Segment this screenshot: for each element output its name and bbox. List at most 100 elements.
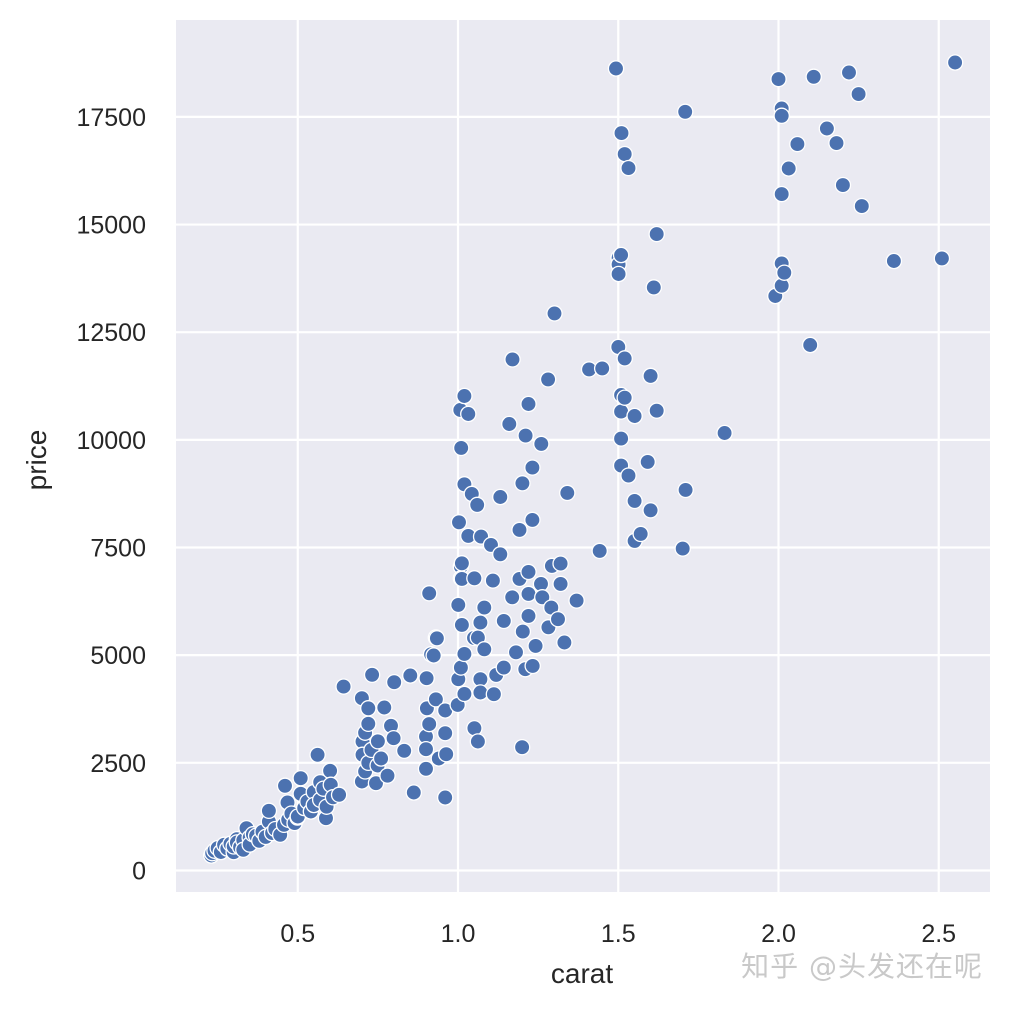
data-point xyxy=(616,389,633,406)
data-point xyxy=(292,769,309,787)
data-point xyxy=(420,585,438,602)
data-points xyxy=(203,54,964,864)
data-point xyxy=(780,160,797,177)
data-point xyxy=(369,733,387,750)
data-point xyxy=(776,264,793,281)
data-point xyxy=(385,729,402,747)
data-point xyxy=(639,453,656,471)
data-point xyxy=(514,623,532,640)
data-point xyxy=(840,64,858,81)
data-point xyxy=(632,525,649,543)
data-point xyxy=(395,742,413,760)
data-point xyxy=(495,612,513,630)
x-axis-label: carat xyxy=(551,958,613,989)
data-point xyxy=(946,54,964,71)
x-tick-label: 1.0 xyxy=(441,920,476,948)
data-point xyxy=(801,336,819,354)
data-point xyxy=(642,502,659,519)
y-tick-label: 2500 xyxy=(90,750,146,778)
y-tick-label: 0 xyxy=(132,857,146,885)
data-point xyxy=(533,435,550,453)
data-point xyxy=(260,802,278,820)
data-point xyxy=(612,430,630,447)
data-point xyxy=(674,540,691,557)
data-point xyxy=(360,715,377,733)
data-point xyxy=(885,252,903,270)
data-point xyxy=(503,589,521,606)
y-axis-ticks: 0 2500 5000 7500 10000 12500 15000 17500 xyxy=(76,104,146,886)
data-point xyxy=(514,475,531,492)
data-point xyxy=(593,360,611,377)
data-point xyxy=(427,691,445,708)
x-axis-ticks: 0.5 1.0 1.5 2.0 2.5 xyxy=(280,920,956,948)
data-point xyxy=(552,555,569,572)
data-point xyxy=(484,572,502,589)
data-point xyxy=(613,124,630,142)
data-point xyxy=(610,265,627,283)
data-point xyxy=(466,570,483,587)
data-point xyxy=(453,616,471,634)
data-point xyxy=(620,159,637,177)
data-point xyxy=(379,767,396,784)
data-point xyxy=(425,647,442,664)
x-tick-label: 2.0 xyxy=(761,920,796,948)
data-point xyxy=(309,746,326,764)
data-point xyxy=(805,68,822,86)
y-tick-label: 15000 xyxy=(76,212,146,240)
data-point xyxy=(418,669,435,687)
data-point xyxy=(524,657,541,675)
plot-area xyxy=(176,20,990,892)
data-point xyxy=(607,60,625,77)
data-point xyxy=(485,685,503,703)
data-point xyxy=(850,85,867,103)
y-tick-label: 17500 xyxy=(76,104,146,132)
data-point xyxy=(648,225,665,243)
data-point xyxy=(405,784,423,801)
data-point xyxy=(472,614,489,631)
data-point xyxy=(552,575,569,593)
data-point xyxy=(616,350,633,367)
y-tick-label: 5000 xyxy=(90,642,146,670)
data-point xyxy=(591,542,608,560)
watermark: 知乎 @头发还在呢 xyxy=(741,950,983,983)
data-point xyxy=(385,673,403,691)
data-point xyxy=(495,659,513,676)
x-tick-label: 1.5 xyxy=(601,920,636,948)
data-point xyxy=(456,685,473,703)
x-tick-label: 0.5 xyxy=(280,920,315,948)
data-point xyxy=(417,740,435,758)
data-point xyxy=(335,678,352,695)
data-point xyxy=(677,481,694,499)
data-point xyxy=(460,405,477,423)
data-point xyxy=(321,762,339,780)
data-point xyxy=(520,585,537,603)
data-point xyxy=(501,415,518,433)
data-point xyxy=(367,774,385,792)
data-point xyxy=(436,789,454,806)
data-point xyxy=(504,351,521,368)
data-point xyxy=(773,107,790,125)
data-point xyxy=(469,733,487,750)
y-tick-label: 7500 xyxy=(90,535,146,563)
data-point xyxy=(612,246,630,264)
y-axis-label: price xyxy=(21,430,52,491)
data-point xyxy=(452,659,470,676)
data-point xyxy=(507,644,525,661)
data-point xyxy=(789,135,806,153)
data-point xyxy=(568,592,585,609)
data-point xyxy=(456,645,473,663)
data-point xyxy=(420,715,438,733)
data-point xyxy=(527,637,544,655)
data-point xyxy=(428,630,446,647)
data-point xyxy=(520,563,537,581)
y-tick-label: 12500 xyxy=(76,319,146,347)
data-point xyxy=(468,496,486,514)
data-point xyxy=(642,367,659,385)
data-point xyxy=(456,387,473,405)
y-tick-label: 10000 xyxy=(76,427,146,455)
data-point xyxy=(376,699,393,716)
data-point xyxy=(549,610,567,628)
data-point xyxy=(363,666,381,684)
data-point xyxy=(520,607,537,625)
